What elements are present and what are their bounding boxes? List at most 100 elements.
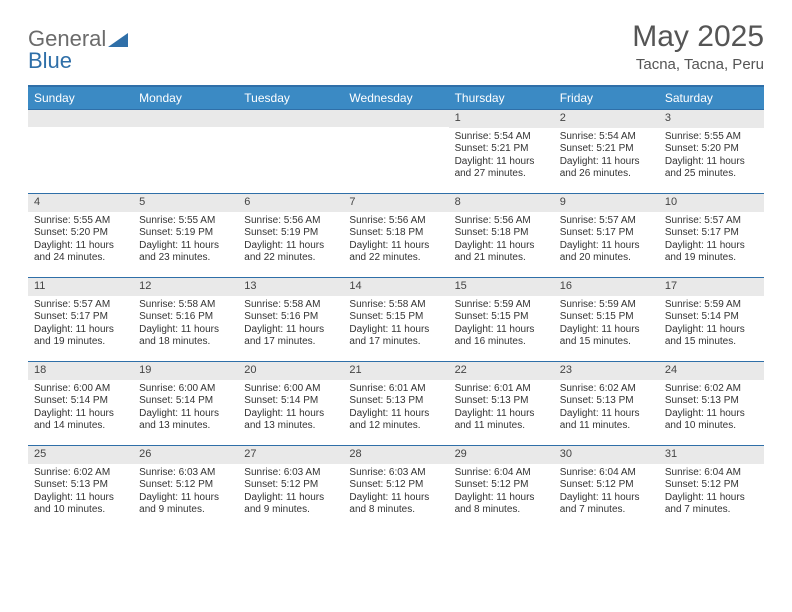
day-number: 20 bbox=[238, 362, 343, 380]
day-cell: 17Sunrise: 5:59 AMSunset: 5:14 PMDayligh… bbox=[659, 277, 764, 361]
day-number: 1 bbox=[449, 110, 554, 128]
day-details: Sunrise: 5:57 AMSunset: 5:17 PMDaylight:… bbox=[28, 296, 133, 353]
day-cell: 21Sunrise: 6:01 AMSunset: 5:13 PMDayligh… bbox=[343, 361, 448, 445]
day-number: 11 bbox=[28, 278, 133, 296]
day-details: Sunrise: 6:03 AMSunset: 5:12 PMDaylight:… bbox=[343, 464, 448, 521]
day-cell: 19Sunrise: 6:00 AMSunset: 5:14 PMDayligh… bbox=[133, 361, 238, 445]
weekday-header: Wednesday bbox=[343, 87, 448, 109]
day-number: 7 bbox=[343, 194, 448, 212]
day-details: Sunrise: 5:56 AMSunset: 5:18 PMDaylight:… bbox=[343, 212, 448, 269]
day-details: Sunrise: 6:03 AMSunset: 5:12 PMDaylight:… bbox=[133, 464, 238, 521]
day-details: Sunrise: 5:59 AMSunset: 5:15 PMDaylight:… bbox=[449, 296, 554, 353]
day-number: 15 bbox=[449, 278, 554, 296]
day-details: Sunrise: 6:00 AMSunset: 5:14 PMDaylight:… bbox=[133, 380, 238, 437]
day-details: Sunrise: 5:59 AMSunset: 5:14 PMDaylight:… bbox=[659, 296, 764, 353]
day-number: 29 bbox=[449, 446, 554, 464]
empty-cell bbox=[28, 109, 133, 193]
day-details: Sunrise: 6:01 AMSunset: 5:13 PMDaylight:… bbox=[449, 380, 554, 437]
day-number: 31 bbox=[659, 446, 764, 464]
day-cell: 2Sunrise: 5:54 AMSunset: 5:21 PMDaylight… bbox=[554, 109, 659, 193]
logo-text-2: Blue bbox=[28, 48, 72, 74]
day-cell: 15Sunrise: 5:59 AMSunset: 5:15 PMDayligh… bbox=[449, 277, 554, 361]
weekday-header: Tuesday bbox=[238, 87, 343, 109]
day-cell: 7Sunrise: 5:56 AMSunset: 5:18 PMDaylight… bbox=[343, 193, 448, 277]
day-number: 23 bbox=[554, 362, 659, 380]
day-cell: 9Sunrise: 5:57 AMSunset: 5:17 PMDaylight… bbox=[554, 193, 659, 277]
day-cell: 30Sunrise: 6:04 AMSunset: 5:12 PMDayligh… bbox=[554, 445, 659, 529]
day-details: Sunrise: 5:55 AMSunset: 5:20 PMDaylight:… bbox=[659, 128, 764, 185]
day-number: 4 bbox=[28, 194, 133, 212]
day-cell: 11Sunrise: 5:57 AMSunset: 5:17 PMDayligh… bbox=[28, 277, 133, 361]
day-number: 9 bbox=[554, 194, 659, 212]
day-details: Sunrise: 5:56 AMSunset: 5:18 PMDaylight:… bbox=[449, 212, 554, 269]
day-cell: 23Sunrise: 6:02 AMSunset: 5:13 PMDayligh… bbox=[554, 361, 659, 445]
day-details: Sunrise: 5:59 AMSunset: 5:15 PMDaylight:… bbox=[554, 296, 659, 353]
day-cell: 14Sunrise: 5:58 AMSunset: 5:15 PMDayligh… bbox=[343, 277, 448, 361]
day-cell: 31Sunrise: 6:04 AMSunset: 5:12 PMDayligh… bbox=[659, 445, 764, 529]
day-number: 25 bbox=[28, 446, 133, 464]
day-details: Sunrise: 5:58 AMSunset: 5:15 PMDaylight:… bbox=[343, 296, 448, 353]
day-cell: 12Sunrise: 5:58 AMSunset: 5:16 PMDayligh… bbox=[133, 277, 238, 361]
day-details: Sunrise: 6:00 AMSunset: 5:14 PMDaylight:… bbox=[28, 380, 133, 437]
day-details: Sunrise: 5:55 AMSunset: 5:19 PMDaylight:… bbox=[133, 212, 238, 269]
day-number: 21 bbox=[343, 362, 448, 380]
day-details: Sunrise: 5:54 AMSunset: 5:21 PMDaylight:… bbox=[449, 128, 554, 185]
day-cell: 13Sunrise: 5:58 AMSunset: 5:16 PMDayligh… bbox=[238, 277, 343, 361]
day-cell: 10Sunrise: 5:57 AMSunset: 5:17 PMDayligh… bbox=[659, 193, 764, 277]
day-number: 10 bbox=[659, 194, 764, 212]
day-details: Sunrise: 6:03 AMSunset: 5:12 PMDaylight:… bbox=[238, 464, 343, 521]
weekday-header: Thursday bbox=[449, 87, 554, 109]
weekday-header: Sunday bbox=[28, 87, 133, 109]
weekday-header: Saturday bbox=[659, 87, 764, 109]
day-number: 17 bbox=[659, 278, 764, 296]
day-details: Sunrise: 5:58 AMSunset: 5:16 PMDaylight:… bbox=[133, 296, 238, 353]
day-details: Sunrise: 6:02 AMSunset: 5:13 PMDaylight:… bbox=[659, 380, 764, 437]
day-number: 5 bbox=[133, 194, 238, 212]
day-details: Sunrise: 6:04 AMSunset: 5:12 PMDaylight:… bbox=[554, 464, 659, 521]
day-cell: 6Sunrise: 5:56 AMSunset: 5:19 PMDaylight… bbox=[238, 193, 343, 277]
day-number: 26 bbox=[133, 446, 238, 464]
title-block: May 2025 Tacna, Tacna, Peru bbox=[632, 20, 764, 73]
day-number: 18 bbox=[28, 362, 133, 380]
day-number: 2 bbox=[554, 110, 659, 128]
day-details: Sunrise: 5:56 AMSunset: 5:19 PMDaylight:… bbox=[238, 212, 343, 269]
weekday-header: Monday bbox=[133, 87, 238, 109]
logo-triangle-icon bbox=[108, 31, 128, 47]
day-details: Sunrise: 6:02 AMSunset: 5:13 PMDaylight:… bbox=[554, 380, 659, 437]
day-details: Sunrise: 5:58 AMSunset: 5:16 PMDaylight:… bbox=[238, 296, 343, 353]
day-number: 27 bbox=[238, 446, 343, 464]
day-cell: 26Sunrise: 6:03 AMSunset: 5:12 PMDayligh… bbox=[133, 445, 238, 529]
day-number: 30 bbox=[554, 446, 659, 464]
day-number: 3 bbox=[659, 110, 764, 128]
day-details: Sunrise: 6:01 AMSunset: 5:13 PMDaylight:… bbox=[343, 380, 448, 437]
calendar-grid: SundayMondayTuesdayWednesdayThursdayFrid… bbox=[28, 85, 764, 529]
day-cell: 8Sunrise: 5:56 AMSunset: 5:18 PMDaylight… bbox=[449, 193, 554, 277]
day-details: Sunrise: 5:57 AMSunset: 5:17 PMDaylight:… bbox=[554, 212, 659, 269]
day-number: 16 bbox=[554, 278, 659, 296]
empty-cell bbox=[343, 109, 448, 193]
day-number: 12 bbox=[133, 278, 238, 296]
day-cell: 16Sunrise: 5:59 AMSunset: 5:15 PMDayligh… bbox=[554, 277, 659, 361]
day-details: Sunrise: 5:55 AMSunset: 5:20 PMDaylight:… bbox=[28, 212, 133, 269]
day-number: 13 bbox=[238, 278, 343, 296]
day-number: 24 bbox=[659, 362, 764, 380]
day-cell: 3Sunrise: 5:55 AMSunset: 5:20 PMDaylight… bbox=[659, 109, 764, 193]
day-details: Sunrise: 5:57 AMSunset: 5:17 PMDaylight:… bbox=[659, 212, 764, 269]
day-cell: 22Sunrise: 6:01 AMSunset: 5:13 PMDayligh… bbox=[449, 361, 554, 445]
day-number: 22 bbox=[449, 362, 554, 380]
day-number: 14 bbox=[343, 278, 448, 296]
day-number: 6 bbox=[238, 194, 343, 212]
day-details: Sunrise: 5:54 AMSunset: 5:21 PMDaylight:… bbox=[554, 128, 659, 185]
month-title: May 2025 bbox=[632, 20, 764, 54]
day-cell: 18Sunrise: 6:00 AMSunset: 5:14 PMDayligh… bbox=[28, 361, 133, 445]
day-cell: 4Sunrise: 5:55 AMSunset: 5:20 PMDaylight… bbox=[28, 193, 133, 277]
empty-cell bbox=[238, 109, 343, 193]
day-details: Sunrise: 6:00 AMSunset: 5:14 PMDaylight:… bbox=[238, 380, 343, 437]
day-cell: 25Sunrise: 6:02 AMSunset: 5:13 PMDayligh… bbox=[28, 445, 133, 529]
day-cell: 28Sunrise: 6:03 AMSunset: 5:12 PMDayligh… bbox=[343, 445, 448, 529]
day-cell: 5Sunrise: 5:55 AMSunset: 5:19 PMDaylight… bbox=[133, 193, 238, 277]
day-cell: 27Sunrise: 6:03 AMSunset: 5:12 PMDayligh… bbox=[238, 445, 343, 529]
day-details: Sunrise: 6:04 AMSunset: 5:12 PMDaylight:… bbox=[659, 464, 764, 521]
day-cell: 1Sunrise: 5:54 AMSunset: 5:21 PMDaylight… bbox=[449, 109, 554, 193]
day-details: Sunrise: 6:04 AMSunset: 5:12 PMDaylight:… bbox=[449, 464, 554, 521]
